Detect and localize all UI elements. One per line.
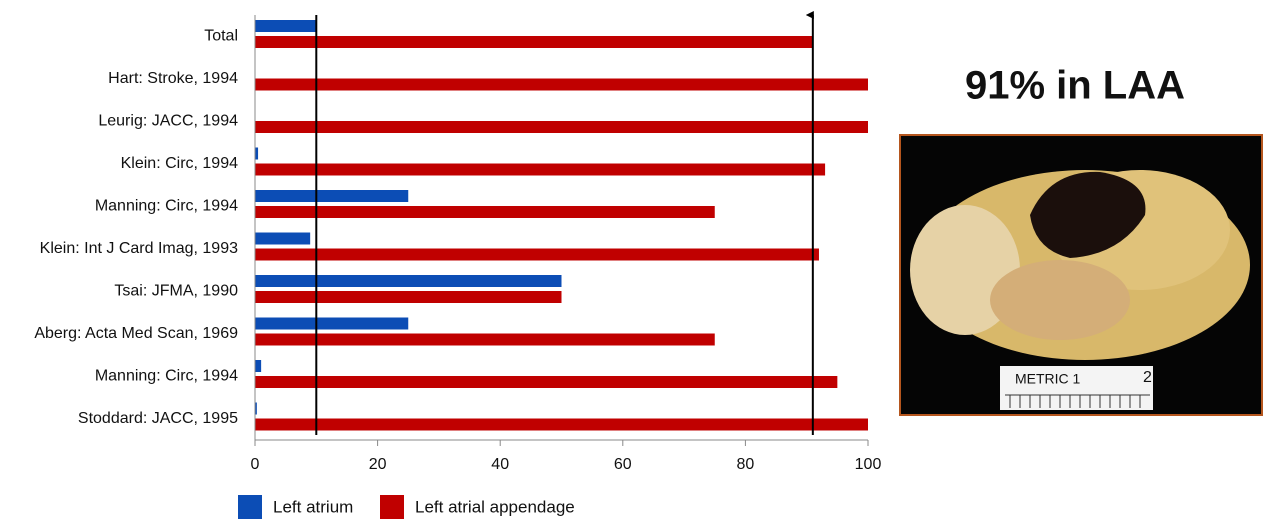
bar	[255, 402, 257, 415]
y-tick-label: Manning: Circ, 1994	[95, 197, 238, 214]
x-tick-label: 100	[855, 456, 882, 473]
bar	[255, 317, 409, 330]
bar	[255, 206, 715, 218]
bar	[255, 360, 262, 372]
x-tick-label: 0	[251, 456, 260, 473]
bar	[255, 190, 409, 202]
legend-swatch	[380, 495, 404, 519]
x-tick-label: 20	[369, 456, 387, 473]
y-tick-label: Klein: Circ, 1994	[121, 155, 238, 172]
bar	[255, 78, 868, 91]
y-tick-label: Leurig: JACC, 1994	[98, 112, 238, 129]
legend-swatch	[238, 495, 262, 519]
bar	[255, 376, 838, 388]
photo: METRIC 1 2	[899, 134, 1263, 416]
legend-label: Left atrial appendage	[415, 497, 575, 516]
ruler-label: 2	[1143, 369, 1152, 386]
legend-label: Left atrium	[273, 497, 353, 516]
y-tick-label: Hart: Stroke, 1994	[108, 70, 238, 87]
bar	[255, 36, 813, 48]
headline: 91% in LAA	[965, 64, 1185, 108]
y-tick-label: Klein: Int J Card Imag, 1993	[40, 240, 238, 257]
ruler-label: METRIC 1	[1015, 371, 1081, 387]
bar	[255, 275, 562, 287]
x-tick-label: 40	[491, 456, 509, 473]
y-tick-label: Stoddard: JACC, 1995	[78, 410, 238, 427]
bar	[255, 333, 715, 346]
y-tick-label: Total	[204, 27, 238, 44]
bar	[255, 163, 826, 176]
x-tick-label: 80	[737, 456, 755, 473]
bar	[255, 418, 868, 431]
x-tick-label: 60	[614, 456, 632, 473]
bar	[255, 232, 311, 245]
bar	[255, 248, 819, 261]
y-tick-label: Manning: Circ, 1994	[95, 367, 238, 384]
bar	[255, 291, 562, 303]
bar	[255, 147, 259, 160]
y-tick-label: Tsai: JFMA, 1990	[114, 282, 238, 299]
y-tick-label: Aberg: Acta Med Scan, 1969	[34, 325, 238, 342]
bar	[255, 121, 868, 133]
bar	[255, 20, 317, 32]
